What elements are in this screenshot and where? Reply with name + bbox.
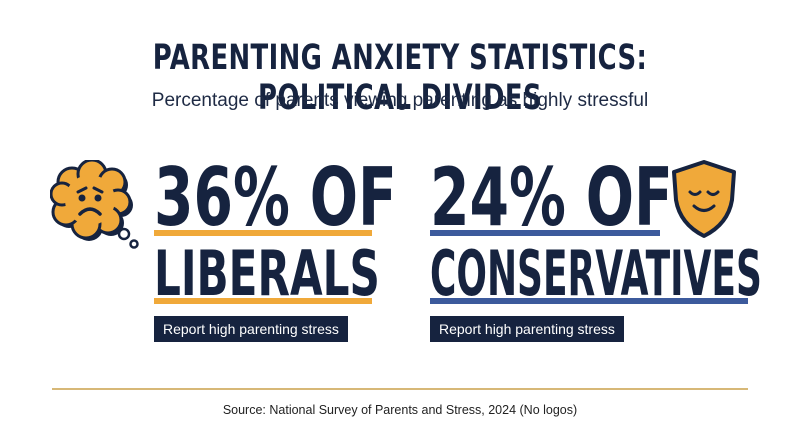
conservatives-group-line: CONSERVATIVES — [430, 237, 762, 310]
liberals-group-line: LIBERALS — [154, 237, 380, 310]
liberals-underline-2 — [154, 298, 372, 304]
liberals-caption-badge: Report high parenting stress — [154, 316, 348, 342]
conservatives-caption-badge: Report high parenting stress — [430, 316, 624, 342]
worried-thought-cloud-icon — [50, 160, 139, 249]
calm-shield-icon — [672, 160, 736, 238]
conservatives-underline-2 — [430, 298, 748, 304]
page-subtitle: Percentage of parents viewing parenting … — [151, 90, 649, 111]
source-note: Source: National Survey of Parents and S… — [222, 403, 578, 417]
conservatives-percent-line: 24% OF — [430, 151, 673, 244]
liberals-underline — [154, 230, 372, 236]
footer-divider — [52, 388, 748, 390]
liberals-percent-line: 36% OF — [154, 151, 397, 244]
page-title: PARENTING ANXIETY STATISTICS: POLITICAL … — [152, 38, 648, 118]
conservatives-underline — [430, 230, 660, 236]
